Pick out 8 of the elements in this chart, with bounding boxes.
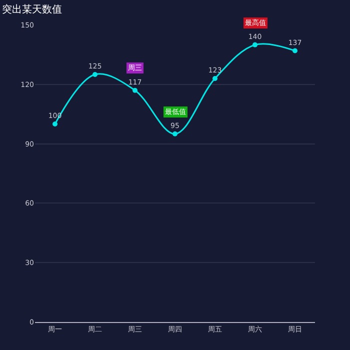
point	[92, 72, 98, 77]
point	[212, 76, 218, 81]
point	[172, 131, 178, 136]
point	[52, 122, 58, 126]
point	[132, 88, 138, 93]
chart-title: 突出某天数值	[2, 3, 62, 16]
point	[252, 42, 258, 48]
point	[292, 48, 298, 54]
